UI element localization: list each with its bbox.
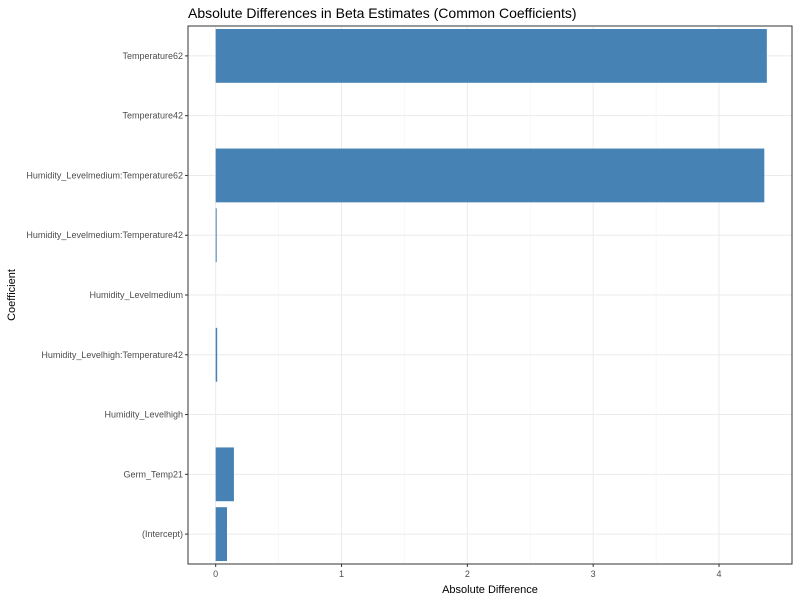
- y-tick-label: Temperature42: [122, 111, 183, 121]
- bar: [215, 507, 228, 562]
- x-axis: 0 1 2 3 4: [213, 564, 722, 579]
- y-axis: (Intercept) Germ_Temp21 Humidity_Levelhigh…: [26, 51, 188, 539]
- chart-title: Absolute Differences in Beta Estimates (…: [188, 5, 577, 21]
- y-tick-label: Germ_Temp21: [123, 469, 183, 479]
- y-tick-label: Humidity_Levelmedium: [89, 290, 183, 300]
- x-tick-label: 3: [591, 569, 596, 579]
- bar: [215, 148, 765, 203]
- y-tick-label: Humidity_Levelmedium:Temperature62: [26, 170, 183, 180]
- bar: [215, 208, 217, 263]
- y-tick-label: Humidity_Levelhigh: [104, 410, 183, 420]
- grid: [188, 26, 792, 564]
- bars: [215, 28, 767, 562]
- x-tick-label: 1: [339, 569, 344, 579]
- y-tick-label: Humidity_Levelhigh:Temperature42: [41, 350, 183, 360]
- x-tick-label: 2: [465, 569, 470, 579]
- bar: [215, 28, 767, 83]
- y-axis-title: Coefficient: [6, 269, 18, 321]
- x-axis-title: Absolute Difference: [442, 584, 538, 596]
- bar: [215, 447, 234, 502]
- y-tick-label: Temperature62: [122, 51, 183, 61]
- y-tick-label: Humidity_Levelmedium:Temperature42: [26, 230, 183, 240]
- bar: [215, 327, 218, 382]
- y-tick-label: (Intercept): [142, 529, 183, 539]
- x-tick-label: 0: [213, 569, 218, 579]
- x-tick-label: 4: [717, 569, 722, 579]
